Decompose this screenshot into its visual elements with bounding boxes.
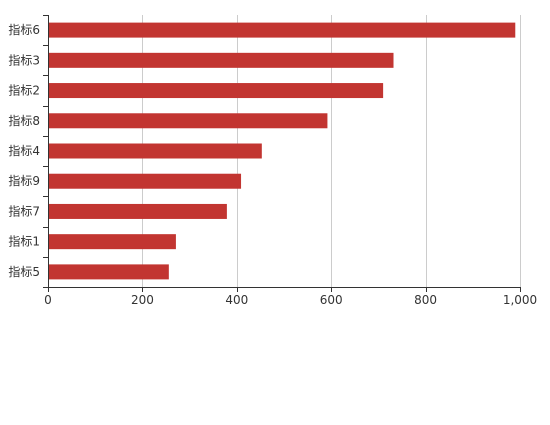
- bar-指标5[interactable]: [48, 264, 169, 280]
- bar-指标6[interactable]: [48, 22, 516, 38]
- bar-指标7[interactable]: [48, 203, 227, 219]
- axis-labels: 指标6 指标3 指标2 指标8 指标4 指标9 指标7 指标1 指标5 0 200 400 600 800…: [8, 22, 537, 307]
- bar-指标3[interactable]: [48, 52, 394, 68]
- category-label: 指标2: [8, 83, 40, 98]
- category-label: 指标3: [8, 52, 40, 67]
- x-tick-label: 600: [320, 293, 343, 307]
- category-label: 指标4: [8, 143, 40, 158]
- x-tick-label: 400: [225, 293, 248, 307]
- x-tick-label: 200: [131, 293, 154, 307]
- bar-指标4[interactable]: [48, 143, 262, 159]
- bar-指标9[interactable]: [48, 173, 242, 189]
- category-label: 指标5: [8, 264, 40, 279]
- bar-指标1[interactable]: [48, 234, 176, 250]
- category-label: 指标1: [8, 234, 40, 249]
- category-label: 指标7: [8, 203, 40, 218]
- category-label: 指标6: [8, 22, 40, 37]
- x-tick-label: 0: [44, 293, 52, 307]
- axes: [43, 15, 521, 292]
- x-tick-label: 1,000: [503, 293, 537, 307]
- bar-指标2[interactable]: [48, 83, 384, 99]
- x-tick-label: 800: [414, 293, 437, 307]
- category-label: 指标9: [8, 173, 40, 188]
- bars: [48, 22, 516, 280]
- bar-指标8[interactable]: [48, 113, 328, 129]
- category-label: 指标8: [8, 113, 40, 128]
